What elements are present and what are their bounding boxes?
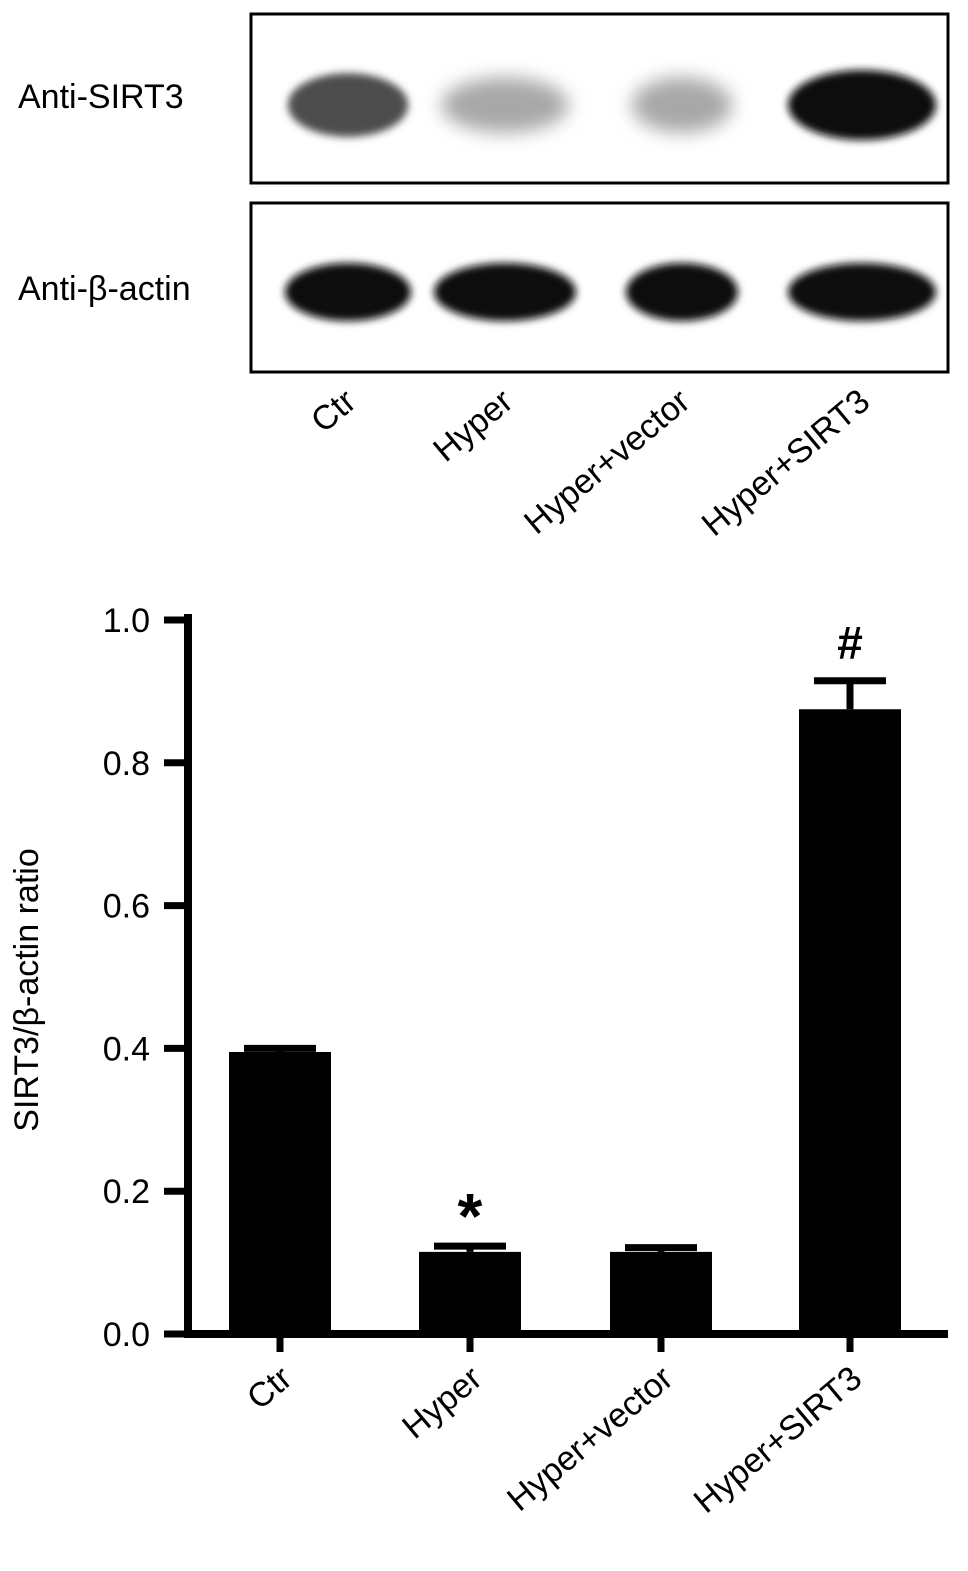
bar <box>229 1051 331 1334</box>
western-blot: Anti-SIRT3 Anti-β-actin Ctr HyperHyper+ve… <box>18 12 950 544</box>
significance-marker: * <box>458 1180 483 1252</box>
bar <box>799 709 901 1334</box>
x-axis-ticks: Ctr Hyper Hyper+vector Hyper+SIRT3 <box>240 1334 869 1521</box>
sirt3-band <box>788 70 936 140</box>
blot-bands-sirt3 <box>287 70 936 140</box>
x-tick-label: Hyper+vector <box>500 1359 680 1519</box>
y-tick-label: 0.2 <box>103 1173 150 1211</box>
x-tick-label: Ctr <box>240 1359 299 1417</box>
significance-marker: # <box>837 617 863 669</box>
y-tick-label: 0.8 <box>103 745 150 783</box>
y-axis-ticks: 0.0 0.2 0.4 0.6 0.8 1.0 <box>103 602 188 1354</box>
blot-lane-label: Ctr <box>304 382 363 440</box>
bars: *# <box>229 617 901 1334</box>
sirt3-band <box>441 77 569 133</box>
blot-bands-actin <box>285 263 936 321</box>
blot-lane-label: Hyper <box>426 382 520 469</box>
bar <box>419 1251 521 1334</box>
y-tick-label: 0.4 <box>103 1030 150 1068</box>
sirt3-band <box>631 77 733 133</box>
actin-band <box>788 263 936 321</box>
bar-chart: SIRT3/β-actin ratio 0.0 0.2 0.4 0.6 0.8 1.0 *… <box>8 602 948 1521</box>
x-tick-label: Hyper <box>395 1359 489 1446</box>
y-tick-label: 0.6 <box>103 888 150 926</box>
x-tick-label: Hyper+SIRT3 <box>687 1359 869 1521</box>
blot-row-label-actin: Anti-β-actin <box>18 270 191 308</box>
bar <box>610 1251 712 1334</box>
blot-row-label-sirt3: Anti-SIRT3 <box>18 78 184 116</box>
blot-lane-label: Hyper+SIRT3 <box>695 382 877 544</box>
actin-band <box>626 263 738 321</box>
y-tick-label: 0.0 <box>103 1316 150 1354</box>
actin-band <box>434 263 576 321</box>
y-axis-label: SIRT3/β-actin ratio <box>8 848 46 1131</box>
blot-lane-label: Hyper+vector <box>517 382 697 542</box>
actin-band <box>285 263 411 321</box>
y-tick-label: 1.0 <box>103 602 150 640</box>
sirt3-band <box>287 73 409 137</box>
